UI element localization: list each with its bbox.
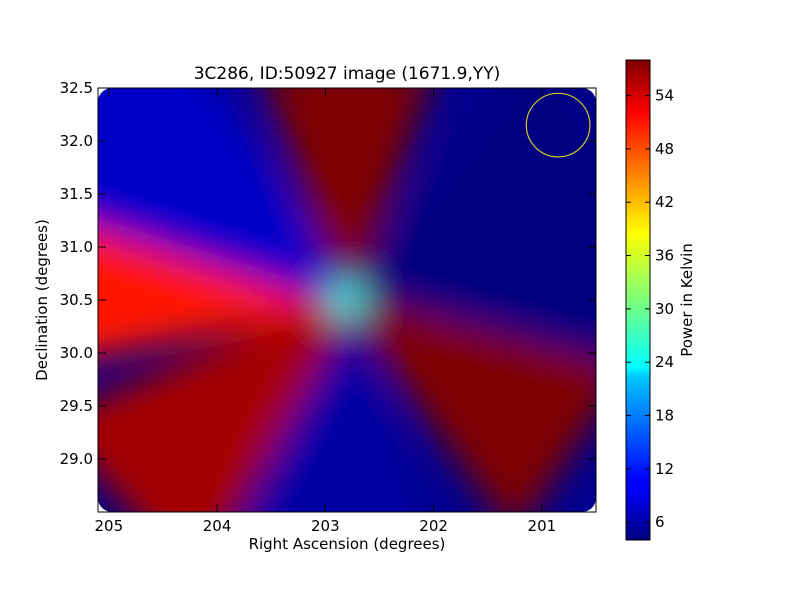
marker-circle xyxy=(525,92,591,158)
heatmap-spoke-south-east xyxy=(342,293,596,512)
chart-title: 3C286, ID:50927 image (1671.9,YY) xyxy=(194,64,501,84)
colorbar-gradient xyxy=(625,59,651,541)
heatmap-intensity-layer xyxy=(98,88,596,512)
heatmap-center xyxy=(329,282,365,318)
x-axis: 205 204 203 202 201 xyxy=(95,88,557,535)
x-tick-label: 203 xyxy=(311,517,340,535)
x-axis-label: Right Ascension (degrees) xyxy=(249,535,446,553)
colorbar-tick-label: 42 xyxy=(655,193,674,211)
colorbar-tick-label: 6 xyxy=(655,513,665,531)
y-tick-label: 30.5 xyxy=(60,291,93,309)
y-tick-label: 31.0 xyxy=(60,238,93,256)
heatmap-spoke-north-east xyxy=(342,88,596,307)
colorbar-tick-label: 12 xyxy=(655,460,674,478)
y-tick-label: 29.5 xyxy=(60,397,93,415)
heatmap-spoke-south-west xyxy=(98,294,353,512)
colorbar-tick-label: 30 xyxy=(655,300,674,318)
y-tick-label: 32.0 xyxy=(60,132,93,150)
y-tick-label: 29.0 xyxy=(60,450,93,468)
y-axis-label: Declination (degrees) xyxy=(33,219,51,381)
colorbar: 6 12 18 24 30 36 42 48 54 Power in Kelvin xyxy=(625,59,696,541)
x-tick-label: 201 xyxy=(528,517,557,535)
x-tick-label: 204 xyxy=(203,517,232,535)
heatmap-spoke-north-west xyxy=(98,88,352,307)
y-tick-label: 32.5 xyxy=(60,79,93,97)
x-tick-label: 205 xyxy=(95,517,124,535)
y-tick-label: 30.0 xyxy=(60,344,93,362)
heatmap-spoke-south xyxy=(234,299,426,512)
colorbar-ticks: 6 12 18 24 30 36 42 48 54 xyxy=(626,87,674,531)
y-axis: 29.0 29.5 30.0 30.5 31.0 31.5 32.0 32.5 xyxy=(60,79,596,468)
x-tick-label: 202 xyxy=(419,517,448,535)
heatmap xyxy=(98,88,596,512)
heatmap-spoke-north xyxy=(258,88,436,300)
colorbar-tick-label: 48 xyxy=(655,140,674,158)
colorbar-label: Power in Kelvin xyxy=(678,243,696,357)
colorbar-tick-label: 24 xyxy=(655,353,674,371)
colorbar-tick-label: 18 xyxy=(655,407,674,425)
y-tick-label: 31.5 xyxy=(60,185,93,203)
colorbar-tick-label: 36 xyxy=(655,247,674,265)
colorbar-tick-label: 54 xyxy=(655,87,674,105)
